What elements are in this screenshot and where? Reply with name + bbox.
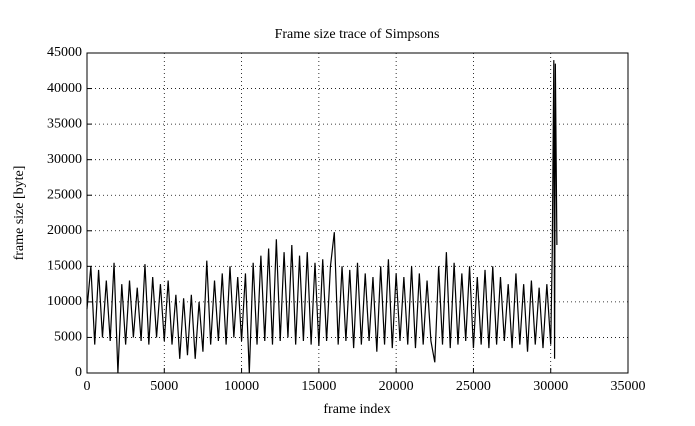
y-tick-label: 25000 (47, 187, 82, 202)
y-axis-label: frame size [byte] (12, 166, 27, 261)
y-tick-label: 30000 (47, 152, 82, 167)
plot-frame (86, 52, 629, 374)
y-tick-label: 35000 (47, 116, 82, 131)
y-tick-label: 0 (75, 365, 82, 380)
x-tick-label: 15000 (301, 379, 336, 394)
x-tick-label: 10000 (224, 379, 259, 394)
data-line (86, 60, 558, 374)
x-tick-label: 20000 (379, 379, 414, 394)
x-axis-label: frame index (323, 402, 390, 417)
x-tick-label: 30000 (533, 379, 568, 394)
x-tick-label: 35000 (611, 379, 646, 394)
y-tick-label: 15000 (47, 259, 82, 274)
x-tick-label: 25000 (456, 379, 491, 394)
x-tick-label: 0 (84, 379, 91, 394)
chart-title: Frame size trace of Simpsons (275, 27, 440, 42)
x-tick-label: 5000 (150, 379, 178, 394)
y-tick-label: 10000 (47, 294, 82, 309)
y-tick-label: 45000 (47, 45, 82, 60)
y-tick-label: 40000 (47, 81, 82, 96)
y-tick-label: 20000 (47, 223, 82, 238)
y-tick-label: 5000 (54, 330, 82, 345)
